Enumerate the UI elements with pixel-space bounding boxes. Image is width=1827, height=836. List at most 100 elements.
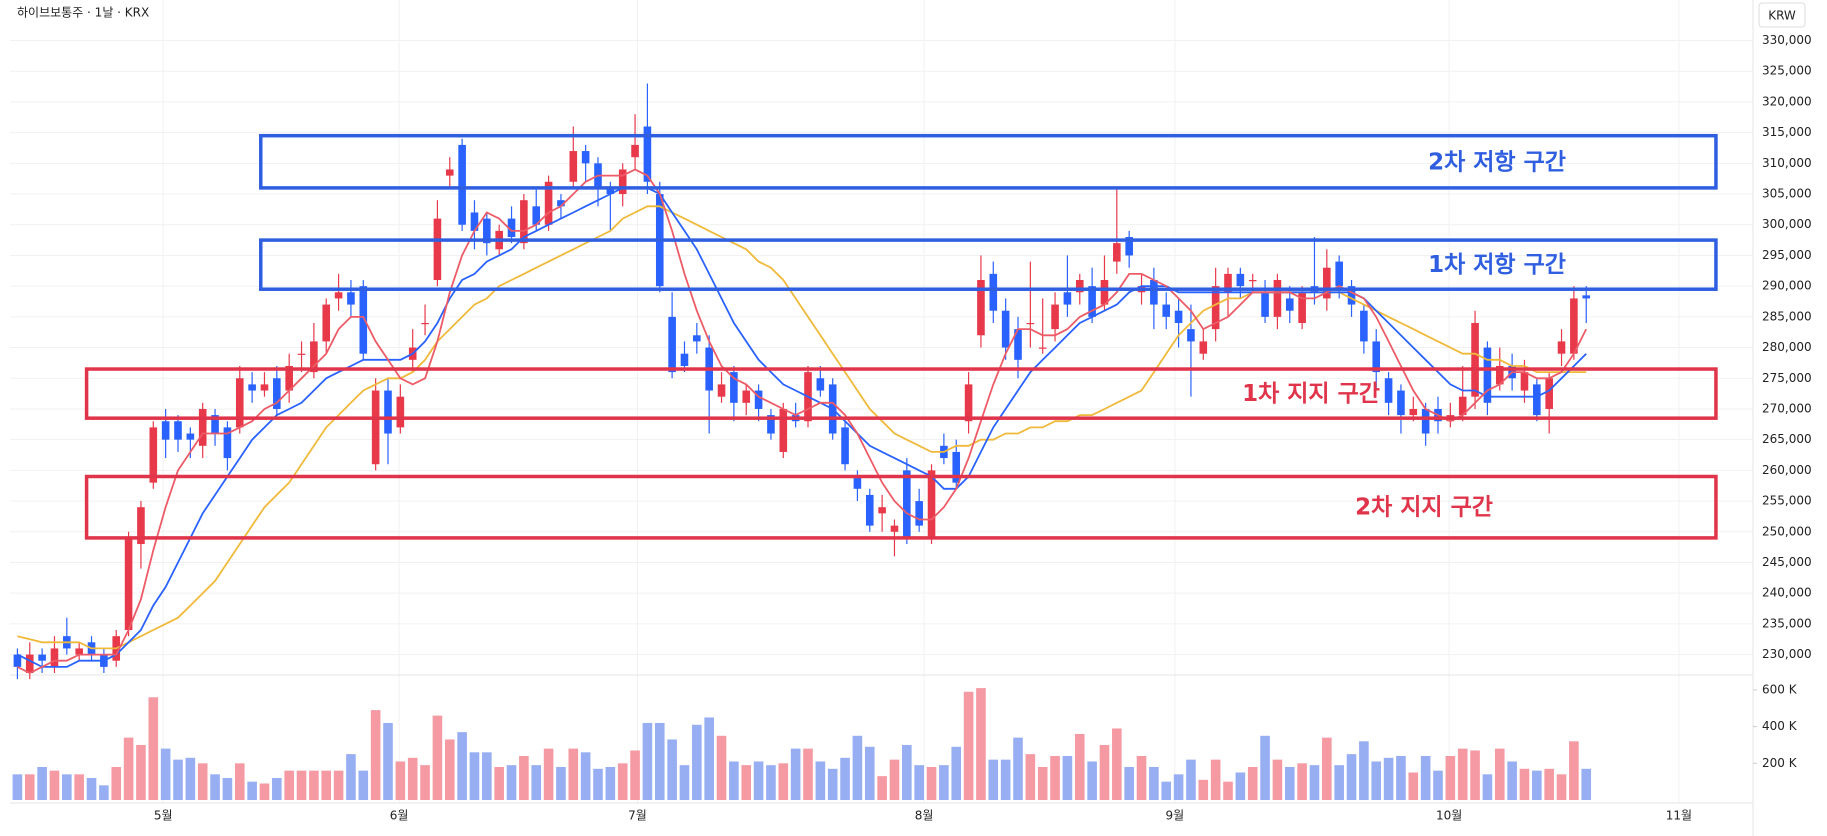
candle-body <box>445 169 454 176</box>
volume-bar <box>939 765 949 800</box>
candle-body <box>1273 280 1282 317</box>
volume-bar <box>444 739 455 800</box>
candle-body <box>1001 310 1010 348</box>
volume-bar <box>24 774 35 800</box>
volume-bar <box>1025 754 1036 800</box>
volume-bar <box>432 715 443 800</box>
y-tick-label: 270,000 <box>1762 401 1812 415</box>
candle-body <box>989 273 998 311</box>
zone-label: 2차 지지 구간 <box>1355 495 1493 521</box>
candle-body <box>1335 261 1343 287</box>
candle-body <box>643 126 652 182</box>
volume-bar <box>222 777 233 800</box>
candle-body <box>532 206 541 225</box>
volume-bar <box>99 785 109 800</box>
volume-bar <box>160 748 171 800</box>
candle-body <box>1495 365 1504 385</box>
volume-tick-label: 200 K <box>1762 756 1798 770</box>
volume-bar <box>494 766 504 800</box>
volume-bar <box>617 763 628 800</box>
volume-bar <box>803 748 813 800</box>
candle-body <box>890 525 899 532</box>
volume-bar <box>716 735 727 800</box>
candle-body <box>569 151 578 182</box>
candle-body <box>520 200 528 244</box>
candle-body <box>717 384 726 397</box>
candle-body <box>371 390 380 465</box>
volume-bar <box>1532 770 1542 800</box>
y-tick-label: 260,000 <box>1762 463 1812 477</box>
volume-bar <box>333 770 344 800</box>
volume-bar <box>1371 761 1382 800</box>
candle-body <box>1409 408 1418 416</box>
volume-bar <box>173 759 183 800</box>
volume-bar <box>1161 781 1172 800</box>
volume-bar <box>1223 781 1233 800</box>
y-tick-label: 305,000 <box>1762 187 1812 201</box>
volume-bar <box>197 763 208 800</box>
volume-bar <box>1210 759 1221 800</box>
candle-body <box>322 304 331 342</box>
candle-body <box>334 292 343 299</box>
x-tick-label: 11월 <box>1666 809 1692 823</box>
y-tick-label: 325,000 <box>1762 64 1812 78</box>
candle-body <box>137 507 145 545</box>
currency-button[interactable] <box>1758 2 1806 28</box>
volume-bar <box>74 774 84 800</box>
volume-bar <box>679 765 690 800</box>
zone-label: 2차 저항 구간 <box>1428 149 1566 175</box>
volume-bar <box>1272 759 1283 800</box>
volume-bar <box>543 748 554 800</box>
volume-bar <box>148 697 159 800</box>
volume-bar <box>1470 750 1480 800</box>
volume-bar <box>1037 766 1048 800</box>
candle-body <box>211 415 219 434</box>
volume-bar <box>741 765 752 800</box>
candle-body <box>124 537 133 631</box>
volume-bar <box>630 750 640 800</box>
volume-bar <box>1556 774 1567 800</box>
volume-bar <box>926 766 937 800</box>
candle-body <box>618 169 627 195</box>
candle-body <box>1051 304 1059 330</box>
candle-body <box>1088 286 1096 317</box>
volume-bar <box>407 757 418 800</box>
volume-bar <box>790 748 801 800</box>
y-tick-label: 235,000 <box>1762 616 1812 630</box>
currency-label[interactable]: KRW <box>1768 9 1796 23</box>
candle-body <box>396 396 405 428</box>
y-tick-label: 315,000 <box>1762 125 1812 139</box>
candle-body <box>1236 273 1245 287</box>
volume-bar <box>1050 755 1060 800</box>
volume-bar <box>605 766 616 800</box>
volume-bar <box>914 765 924 800</box>
y-tick-label: 265,000 <box>1762 432 1812 446</box>
volume-bar <box>531 765 542 800</box>
candle-body <box>903 470 911 538</box>
volume-bar <box>469 752 480 800</box>
candle-body <box>13 654 22 667</box>
candle-body <box>1113 243 1121 262</box>
candle-body <box>693 335 701 342</box>
candle-body <box>1038 347 1047 349</box>
candle-body <box>1285 298 1294 311</box>
volume-bar <box>951 746 962 800</box>
volume-tick-label: 600 K <box>1762 682 1798 696</box>
volume-bar <box>123 737 134 800</box>
candle-body <box>557 200 565 207</box>
candle-body <box>310 341 318 373</box>
candle-body <box>1187 329 1195 342</box>
y-tick-label: 310,000 <box>1762 156 1812 170</box>
candle-body <box>767 415 775 434</box>
candle-body <box>1347 286 1356 305</box>
candle-body <box>1075 280 1084 293</box>
y-tick-label: 240,000 <box>1762 586 1812 600</box>
y-tick-label: 280,000 <box>1762 340 1812 354</box>
volume-bar <box>370 710 381 800</box>
volume-bar <box>1247 766 1258 800</box>
zone-label: 1차 지지 구간 <box>1242 381 1380 407</box>
zone-box <box>259 133 1718 190</box>
candle-body <box>1323 267 1331 299</box>
y-tick-label: 320,000 <box>1762 94 1812 108</box>
